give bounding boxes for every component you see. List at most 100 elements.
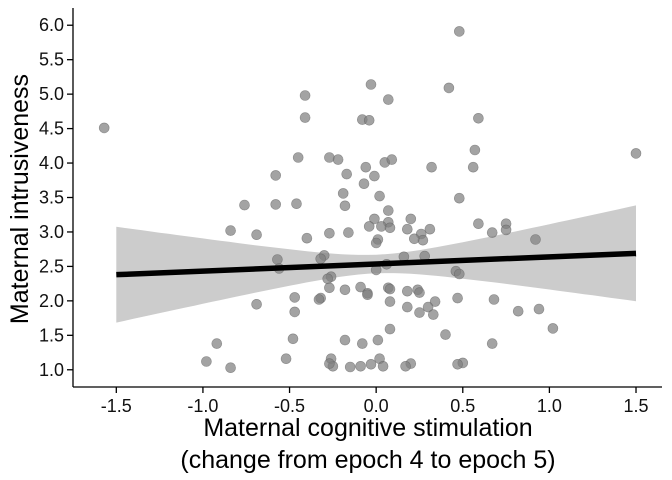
data-point xyxy=(422,301,434,313)
data-point xyxy=(533,303,545,315)
data-point xyxy=(530,234,541,245)
data-point xyxy=(429,296,441,307)
axes xyxy=(72,8,662,388)
x-tick-label: 0.5 xyxy=(450,396,475,416)
data-point xyxy=(280,353,292,365)
data-point xyxy=(355,281,366,293)
data-point xyxy=(341,168,353,180)
y-tick-label: 1.5 xyxy=(39,325,64,345)
data-point xyxy=(414,287,425,298)
data-point xyxy=(467,161,479,173)
y-tick-label: 3.5 xyxy=(39,188,64,208)
data-point xyxy=(424,223,436,235)
x-axis-title-line1: Maternal cognitive stimulation xyxy=(203,414,532,442)
data-point xyxy=(324,228,335,239)
data-point xyxy=(377,360,389,372)
data-point xyxy=(289,306,301,318)
data-point xyxy=(401,285,413,297)
regression-line xyxy=(116,250,637,278)
data-point xyxy=(313,294,325,305)
data-point xyxy=(469,144,481,156)
x-tick-label: 1.0 xyxy=(537,396,562,416)
data-point xyxy=(400,360,411,372)
data-point xyxy=(374,190,385,202)
data-point xyxy=(440,329,451,340)
x-tick-label: -1.0 xyxy=(187,396,218,416)
data-point xyxy=(251,229,262,240)
data-point xyxy=(382,205,394,216)
data-point xyxy=(630,148,642,159)
data-point xyxy=(427,309,439,320)
data-point xyxy=(547,323,559,334)
data-point xyxy=(453,26,465,37)
data-point xyxy=(98,122,110,134)
data-point xyxy=(401,223,413,235)
x-tick-label: 0.0 xyxy=(364,396,389,416)
plot-area xyxy=(98,26,642,374)
data-point xyxy=(384,222,396,234)
data-point xyxy=(365,358,377,370)
data-point xyxy=(301,232,313,244)
x-tick-label: -0.5 xyxy=(274,396,305,416)
y-tick-label: 2.5 xyxy=(39,256,64,276)
data-point xyxy=(453,192,465,204)
data-point xyxy=(473,113,484,124)
y-tick-label: 5.0 xyxy=(39,84,64,104)
data-point xyxy=(339,200,351,212)
data-point xyxy=(211,338,223,349)
data-point xyxy=(408,233,420,245)
data-point xyxy=(272,254,283,265)
data-point xyxy=(512,305,524,317)
data-point xyxy=(488,294,500,305)
data-point xyxy=(299,112,311,123)
data-point xyxy=(386,154,398,165)
data-point xyxy=(339,284,351,296)
data-point xyxy=(270,199,282,210)
data-point xyxy=(287,333,299,345)
data-point xyxy=(443,82,455,94)
x-axis-title-line2: (change from epoch 4 to epoch 5) xyxy=(180,446,555,474)
data-point xyxy=(225,225,236,236)
y-tick-label: 2.0 xyxy=(39,291,64,311)
data-point xyxy=(343,227,354,238)
data-point xyxy=(384,283,396,295)
data-point xyxy=(362,289,373,301)
data-point xyxy=(324,152,335,163)
y-tick-label: 4.0 xyxy=(39,153,64,173)
data-point xyxy=(452,292,463,304)
y-tick-label: 4.5 xyxy=(39,119,64,139)
data-point xyxy=(372,334,384,346)
data-point xyxy=(414,307,425,318)
data-point xyxy=(486,227,498,238)
data-point xyxy=(324,358,335,369)
data-point xyxy=(365,79,377,90)
data-point xyxy=(332,154,344,165)
data-point xyxy=(452,358,463,370)
y-axis-title: Maternal intrusiveness xyxy=(6,74,34,324)
data-point xyxy=(356,338,368,349)
y-tick-label: 3.0 xyxy=(39,222,64,242)
data-point xyxy=(370,237,382,249)
data-point xyxy=(289,292,301,303)
data-point xyxy=(363,115,375,126)
data-point xyxy=(369,213,380,225)
data-point xyxy=(384,323,396,335)
data-point xyxy=(344,361,356,373)
data-point xyxy=(355,360,366,372)
data-point xyxy=(315,253,327,265)
data-point xyxy=(251,298,262,310)
x-tick-label: -1.5 xyxy=(101,396,132,416)
data-point xyxy=(324,282,335,294)
data-point xyxy=(369,170,380,182)
x-tick-label: 1.5 xyxy=(623,396,648,416)
data-point xyxy=(405,213,417,225)
data-point xyxy=(322,273,334,285)
y-tick-label: 1.0 xyxy=(39,360,64,380)
data-point xyxy=(382,94,394,105)
data-point xyxy=(239,199,250,211)
data-point xyxy=(292,152,304,163)
y-tick-label: 5.5 xyxy=(39,50,64,70)
data-point xyxy=(453,268,465,280)
data-point xyxy=(270,170,282,181)
